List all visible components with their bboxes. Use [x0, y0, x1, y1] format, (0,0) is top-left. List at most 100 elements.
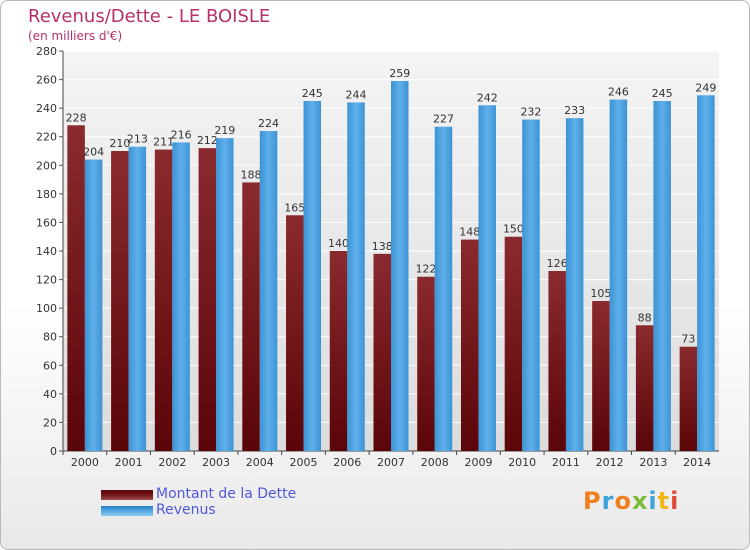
- label-dette: 88: [638, 311, 652, 324]
- logo-letter: i: [670, 487, 680, 515]
- logo-letter: o: [614, 487, 632, 515]
- label-revenus: 242: [477, 91, 498, 104]
- label-dette: 165: [284, 201, 305, 214]
- bar-dette: [373, 253, 391, 451]
- legend-swatch-dette: [101, 490, 153, 500]
- x-tick-label: 2013: [639, 456, 667, 469]
- bar-revenus: [653, 101, 671, 451]
- label-revenus: 204: [83, 146, 104, 159]
- logo-letter: t: [657, 487, 671, 515]
- bar-dette: [460, 239, 479, 451]
- y-tick-label: 120: [36, 274, 57, 287]
- y-tick-label: 160: [36, 216, 57, 229]
- y-tick-label: 180: [36, 188, 57, 201]
- y-tick-label: 40: [43, 388, 57, 401]
- label-dette: 150: [503, 223, 524, 236]
- x-tick-label: 2007: [377, 456, 405, 469]
- y-tick-label: 20: [43, 416, 57, 429]
- label-revenus: 224: [258, 117, 279, 130]
- label-revenus: 219: [214, 124, 235, 137]
- bar-revenus: [172, 142, 190, 451]
- y-tick-label: 60: [43, 359, 57, 372]
- bar-dette: [504, 236, 523, 451]
- y-tick-label: 140: [36, 245, 57, 258]
- y-tick-label: 260: [36, 74, 57, 87]
- bar-revenus: [347, 102, 365, 451]
- label-dette: 105: [590, 287, 611, 300]
- label-revenus: 249: [695, 81, 716, 94]
- x-tick-label: 2006: [333, 456, 361, 469]
- x-tick-label: 2009: [464, 456, 492, 469]
- chart-subtitle: (en milliers d'€): [28, 29, 123, 43]
- bar-dette: [548, 271, 566, 451]
- label-revenus: 246: [608, 86, 629, 99]
- y-tick-label: 200: [36, 159, 57, 172]
- label-revenus: 259: [389, 67, 410, 80]
- label-revenus: 213: [127, 133, 148, 146]
- x-tick-label: 2002: [158, 456, 186, 469]
- bar-revenus: [565, 118, 584, 452]
- label-dette: 211: [153, 136, 174, 149]
- label-dette: 228: [66, 111, 87, 124]
- label-revenus: 244: [346, 88, 367, 101]
- x-tick-label: 2000: [71, 456, 99, 469]
- y-tick-label: 220: [36, 131, 57, 144]
- bar-dette: [242, 182, 260, 451]
- label-revenus: 227: [433, 113, 454, 126]
- logo-letter: P: [583, 487, 602, 515]
- bar-dette: [154, 149, 173, 452]
- bar-revenus: [522, 119, 540, 452]
- chart-title: Revenus/Dette - LE BOISLE: [28, 6, 271, 27]
- bar-revenus: [259, 131, 278, 451]
- bar-dette: [286, 215, 304, 451]
- label-revenus: 232: [520, 106, 541, 119]
- proxiti-logo: Proxiti: [583, 487, 679, 515]
- legend-label-revenus: Revenus: [156, 502, 216, 518]
- label-dette: 210: [109, 137, 130, 150]
- x-tick-label: 2004: [246, 456, 274, 469]
- label-revenus: 216: [171, 128, 192, 141]
- legend-swatch-revenus: [101, 506, 153, 516]
- x-tick-label: 2008: [421, 456, 449, 469]
- bar-dette: [417, 276, 435, 451]
- label-revenus: 245: [652, 87, 673, 100]
- legend-label-dette: Montant de la Dette: [156, 486, 297, 502]
- label-revenus: 233: [564, 104, 585, 117]
- x-tick-label: 2012: [596, 456, 624, 469]
- logo-letter: x: [631, 487, 649, 515]
- bar-revenus: [478, 105, 496, 452]
- x-tick-label: 2005: [290, 456, 318, 469]
- x-tick-label: 2003: [202, 456, 230, 469]
- label-dette: 126: [547, 257, 568, 270]
- x-tick-label: 2014: [683, 456, 711, 469]
- bar-dette: [592, 301, 610, 451]
- logo-letter: i: [648, 487, 658, 515]
- y-tick-label: 100: [36, 302, 57, 315]
- bar-dette: [111, 151, 129, 451]
- bar-revenus: [303, 101, 322, 451]
- bar-dette: [198, 148, 217, 451]
- x-tick-label: 2001: [115, 456, 143, 469]
- label-dette: 138: [372, 240, 393, 253]
- y-tick-label: 0: [50, 445, 57, 458]
- bar-dette: [679, 346, 698, 451]
- label-dette: 212: [197, 134, 218, 147]
- label-dette: 122: [415, 263, 436, 276]
- bar-revenus: [391, 81, 409, 451]
- bar-dette: [329, 251, 348, 451]
- label-revenus: 245: [302, 87, 323, 100]
- bar-revenus: [128, 146, 147, 451]
- bar-revenus: [609, 99, 628, 452]
- x-tick-label: 2010: [508, 456, 536, 469]
- bar-dette: [635, 325, 654, 451]
- bar-dette: [67, 125, 85, 452]
- label-dette: 73: [681, 333, 695, 346]
- bar-revenus: [84, 159, 103, 452]
- bar-revenus: [216, 138, 234, 451]
- y-tick-label: 280: [36, 45, 57, 58]
- y-tick-label: 240: [36, 102, 57, 115]
- y-tick-label: 80: [43, 331, 57, 344]
- label-dette: 188: [241, 168, 262, 181]
- label-dette: 148: [459, 226, 480, 239]
